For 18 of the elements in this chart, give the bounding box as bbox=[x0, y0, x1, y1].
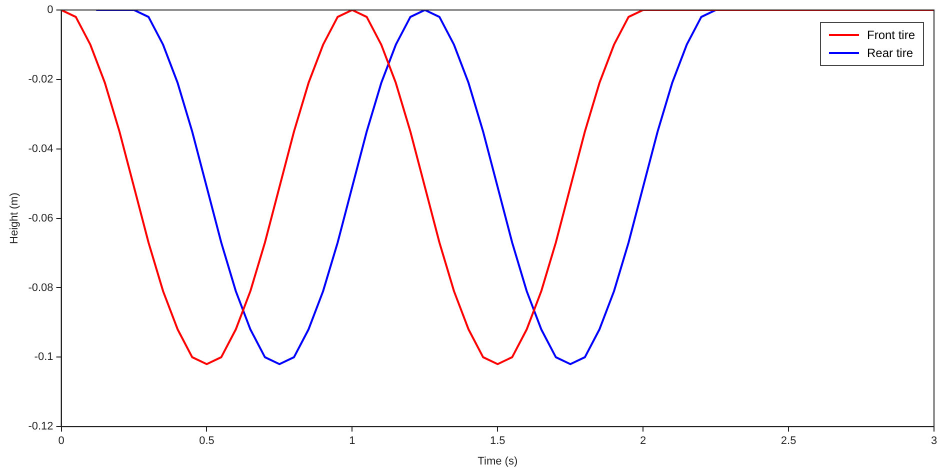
y-tick-label: -0.06 bbox=[28, 212, 54, 224]
y-tick-label: -0.02 bbox=[28, 73, 54, 86]
y-axis-title: Height (m) bbox=[8, 192, 21, 244]
y-tick-label: -0.04 bbox=[28, 142, 54, 155]
legend-label: Front tire bbox=[866, 27, 916, 44]
y-tick-label: 0 bbox=[47, 4, 54, 16]
x-tick-label: 1 bbox=[349, 435, 356, 448]
x-tick-label: 2.5 bbox=[780, 435, 796, 448]
x-tick-label: 3 bbox=[930, 435, 938, 448]
y-tick-label: -0.08 bbox=[28, 282, 54, 294]
x-tick-label: 2 bbox=[640, 435, 646, 448]
y-tick-label: -0.12 bbox=[28, 420, 54, 433]
x-tick-label: 0 bbox=[58, 435, 64, 448]
x-axis-title: Time (s) bbox=[478, 455, 518, 468]
y-tick-label: -0.1 bbox=[34, 351, 54, 364]
legend-label: Rear tire bbox=[866, 45, 914, 62]
x-tick-label: 1.5 bbox=[490, 435, 506, 448]
x-tick-label: 0.5 bbox=[199, 435, 214, 448]
